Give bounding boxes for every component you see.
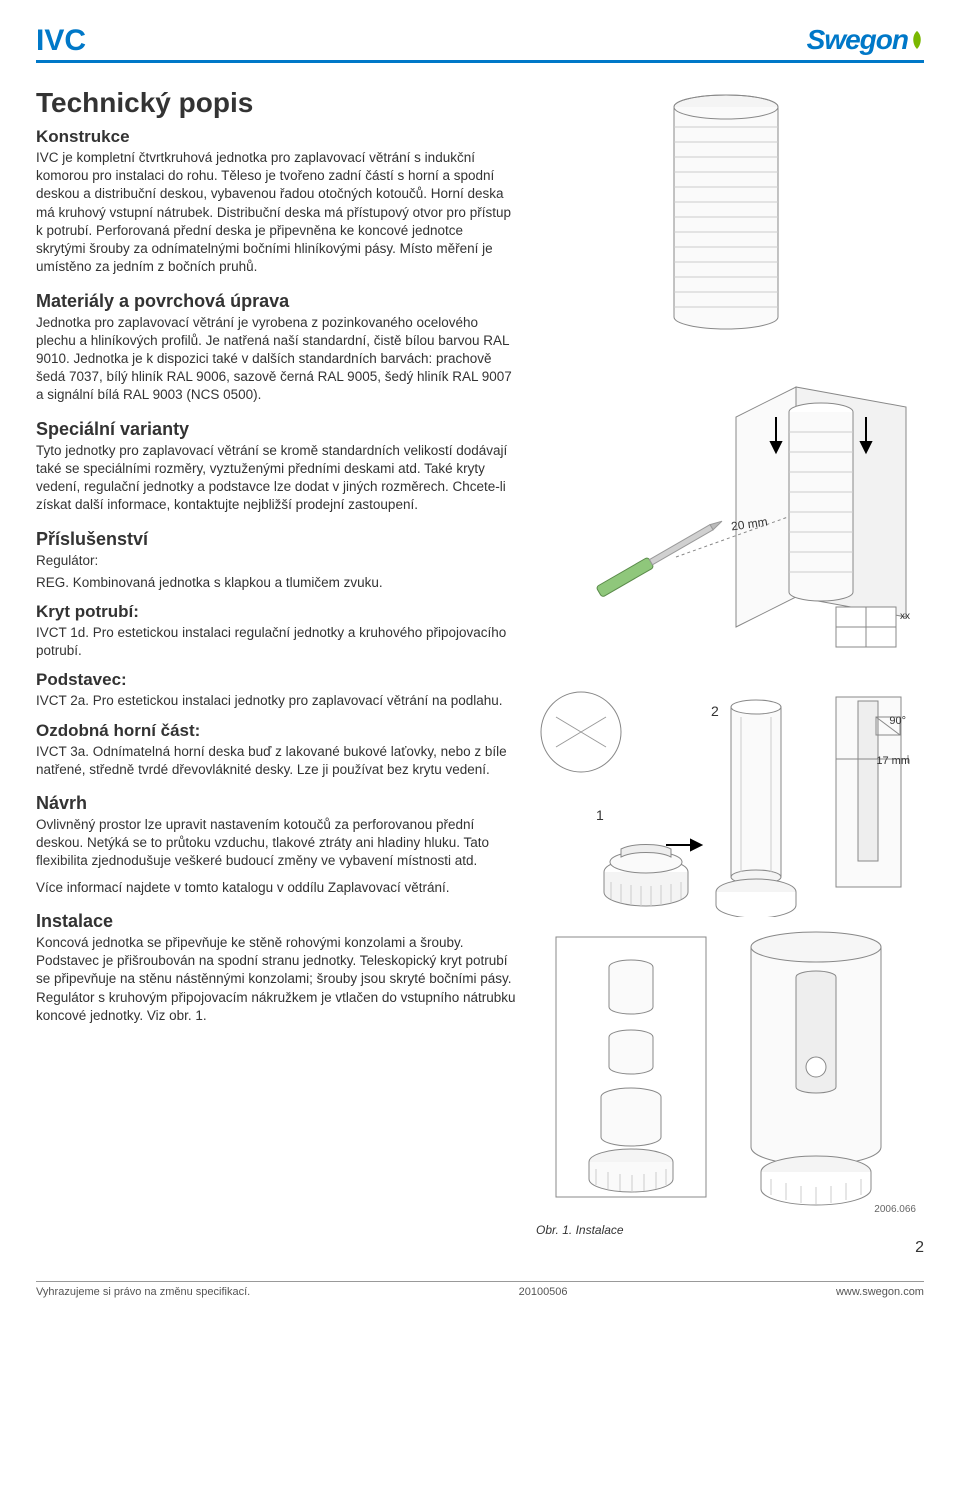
brand-logo: Swegon xyxy=(807,24,924,56)
dim-xx: xx xyxy=(900,611,910,622)
label-ozd: Ozdobná horní část: xyxy=(36,721,516,741)
body-konstrukce: IVC je kompletní čtvrtkruhová jednotka p… xyxy=(36,149,516,277)
leaf-icon xyxy=(910,30,924,50)
body-inst: Koncová jednotka se připevňuje ke stěně … xyxy=(36,934,516,1025)
label-reg: Regulátor: xyxy=(36,552,516,570)
label-pod: Podstavec: xyxy=(36,670,516,690)
callout-2: 2 xyxy=(711,703,719,719)
figure-unit-top xyxy=(651,87,801,337)
figure-caption: Obr. 1. Instalace xyxy=(536,1223,916,1237)
body-materialy: Jednotka pro zaplavovací větrání je vyro… xyxy=(36,314,516,405)
figure-assembly: 20 mm xx xyxy=(536,357,916,677)
figure-column: 20 mm xx xyxy=(536,87,916,1237)
dim-17mm: 17 mm xyxy=(876,755,910,767)
body-kryt: IVCT 1d. Pro estetickou instalaci regula… xyxy=(36,624,516,660)
body-reg: REG. Kombinovaná jednotka s klapkou a tl… xyxy=(36,574,516,592)
heading-prisl: Příslušenství xyxy=(36,529,516,550)
figure-accessories: 1 2 90° 17 mm xyxy=(536,677,916,917)
body-navrh2: Více informací najdete v tomto katalogu … xyxy=(36,879,516,897)
figure-code: 2006.066 xyxy=(874,1204,916,1215)
heading-materialy: Materiály a povrchová úprava xyxy=(36,291,516,312)
logo-text: Swegon xyxy=(807,24,908,56)
body-spec: Tyto jednotky pro zaplavovací větrání se… xyxy=(36,442,516,515)
body-ozd: IVCT 3a. Odnímatelná horní deska buď z l… xyxy=(36,743,516,779)
heading-inst: Instalace xyxy=(36,911,516,932)
body-pod: IVCT 2a. Pro estetickou instalaci jednot… xyxy=(36,692,516,710)
body-navrh1: Ovlivněný prostor lze upravit nastavením… xyxy=(36,816,516,871)
figure-exploded: 2006.066 xyxy=(536,917,916,1217)
page-header: IVC Swegon xyxy=(36,24,924,63)
callout-1: 1 xyxy=(596,807,604,823)
page-number: 2 xyxy=(36,1239,924,1257)
page-footer: Vyhrazujeme si právo na změnu specifikac… xyxy=(36,1281,924,1298)
footer-center: 20100506 xyxy=(519,1286,568,1298)
main-title: Technický popis xyxy=(36,87,516,119)
dim-90deg: 90° xyxy=(889,715,906,727)
label-kryt: Kryt potrubí: xyxy=(36,602,516,622)
text-column: Technický popis Konstrukce IVC je komple… xyxy=(36,87,516,1237)
footer-right: www.swegon.com xyxy=(836,1286,924,1298)
footer-left: Vyhrazujeme si právo na změnu specifikac… xyxy=(36,1286,250,1298)
heading-konstrukce: Konstrukce xyxy=(36,127,516,147)
heading-navrh: Návrh xyxy=(36,793,516,814)
heading-spec: Speciální varianty xyxy=(36,419,516,440)
doc-code: IVC xyxy=(36,24,86,58)
